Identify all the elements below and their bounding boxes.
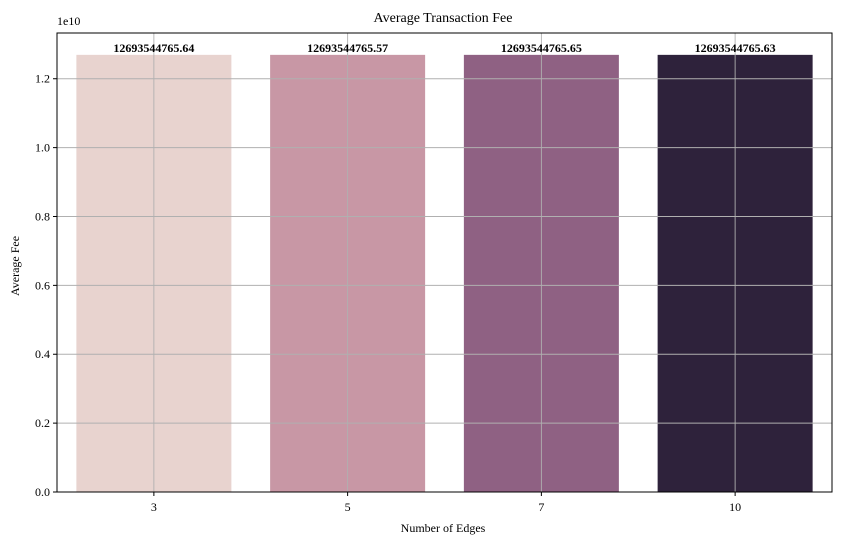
data-label: 12693544765.64 bbox=[113, 41, 194, 55]
bars-layer bbox=[76, 54, 813, 492]
data-label: 12693544765.65 bbox=[501, 41, 582, 55]
y-tick-label: 0.8 bbox=[35, 209, 50, 223]
x-axis-label: Number of Edges bbox=[401, 521, 486, 535]
y-tick-label: 1.0 bbox=[35, 141, 50, 155]
y-tick-label: 1.2 bbox=[35, 72, 50, 86]
data-label: 12693544765.57 bbox=[307, 41, 388, 55]
y-axis-offset-label: 1e10 bbox=[57, 14, 80, 28]
y-tick-label: 0.6 bbox=[35, 278, 50, 292]
y-tick-label: 0.4 bbox=[35, 347, 50, 361]
data-labels-layer: 12693544765.64 12693544765.57 12693544765.… bbox=[113, 41, 775, 55]
ticks-layer: 0.0 0.2 0.4 0.6 0.8 1.0 1.2 3 5 7 10 bbox=[35, 72, 741, 514]
x-tick-label: 3 bbox=[151, 500, 157, 514]
chart-title: Average Transaction Fee bbox=[374, 11, 513, 26]
y-tick-label: 0.0 bbox=[35, 485, 50, 499]
x-tick-label: 7 bbox=[538, 500, 544, 514]
x-tick-label: 5 bbox=[345, 500, 351, 514]
plot-frame bbox=[56, 32, 833, 493]
data-label: 12693544765.63 bbox=[695, 41, 776, 55]
x-tick-label: 10 bbox=[729, 500, 741, 514]
y-axis-label: Average Fee bbox=[8, 236, 22, 296]
y-tick-label: 0.2 bbox=[35, 416, 50, 430]
